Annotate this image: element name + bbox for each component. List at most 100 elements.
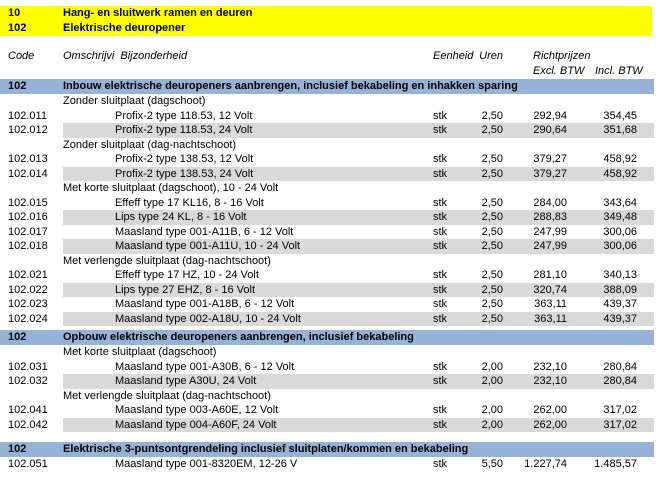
item-code: 102.017 [8,225,48,238]
row-tail [637,282,654,297]
item-unit: stk [433,360,448,373]
row-tail [637,196,654,211]
item-price-incl: 439,37 [603,298,637,310]
group-subheader-code [0,389,63,404]
item-code: 102.031 [8,360,48,373]
section-title: Opbouw elektrische deuropeners aanbrenge… [63,331,414,343]
item-description: Maasland type 001-A18B, 6 - 12 Volt [115,298,295,310]
price-section: 102 Inbouw elektrische deuropeners aanbre… [0,79,661,326]
item-unit: stk [430,239,453,254]
item-price-excl: 281,10 [533,269,567,281]
item-price-excl: 247,99 [533,225,567,238]
group-subheader: Met korte sluitplaat (dagschoot), 10 - 2… [0,181,661,196]
table-row: 102.032 Maasland type A30U, 24 Volt stk 2,0… [0,374,661,389]
item-hours: 2,00 [453,417,503,432]
item-price-incl: 280,84 [603,360,637,373]
row-margin [654,152,661,167]
item-hours: 2,00 [453,374,503,389]
item-price-incl: 343,64 [603,196,637,209]
row-margin [654,457,661,472]
row-margin [654,268,661,283]
row-tail [637,268,654,283]
item-description: Maasland type 001-8320EM, 12-26 V [115,458,298,470]
item-description: Profix-2 type 118.53, 12 Volt [115,109,253,122]
banner-row: 102 Elektrische deuropener [0,21,652,36]
item-description: Profix-2 type 138.53, 24 Volt [63,166,430,181]
table-row: 102.018 Maasland type 001-A11U, 10 - 24 V… [0,239,661,254]
table-row: 102.015 Effeff type 17 KL16, 8 - 16 Volt s… [0,196,661,211]
item-hours: 2,50 [453,123,503,138]
item-hours: 2,50 [453,166,503,181]
item-hours: 2,50 [453,282,503,297]
item-unit: stk [433,269,448,281]
col-header-uren: Uren [479,50,503,62]
group-subheader: Met verlengde sluitplaat (dag-nachtschoo… [0,254,661,269]
item-unit: stk [430,166,453,181]
group-subheader: Zonder sluitplaat (dagschoot) [0,94,661,109]
group-subheader: Met verlengde sluitplaat (dag-nachtschoo… [0,389,661,404]
item-price-incl: 340,13 [603,269,637,281]
column-header-line1: Code Omschrijvi Bijzonderheid Eenheid Ur… [0,49,661,64]
col-header-omschrijving: Omschrijvi [63,50,115,62]
item-description: Maasland type A30U, 24 Volt [63,374,430,389]
item-unit: stk [433,196,448,209]
col-header-code: Code [8,50,35,62]
section-header: 102 Elektrische 3-puntsontgrendeling incl… [0,442,654,457]
item-description: Maasland type 004-A60F, 24 Volt [63,417,430,432]
col-header-eenheid: Eenheid [433,50,474,62]
row-tail [637,123,654,138]
item-price-excl: 247,99 [503,239,567,254]
item-hours: 5,50 [481,458,503,470]
item-hours: 2,50 [481,225,503,238]
item-price-excl: 363,11 [503,311,567,326]
table-row: 102.011 Profix-2 type 118.53, 12 Volt stk 2… [0,109,661,124]
item-price-excl: 379,27 [503,166,567,181]
table-row: 102.017 Maasland type 001-A11B, 6 - 12 Vo… [0,225,661,240]
item-code: 102.016 [8,211,48,223]
group-subheader: Met korte sluitplaat (dagschoot) [0,345,661,360]
item-hours: 2,50 [481,196,503,209]
item-price-incl: 439,37 [567,311,637,326]
group-subheader-label: Met verlengde sluitplaat (dag-nachtschoo… [63,254,271,267]
banner-chapter-title: Hang- en sluitwerk ramen en deuren [63,7,253,19]
row-tail [637,152,654,167]
item-code: 102.032 [8,375,48,387]
item-price-incl: 349,48 [567,210,637,225]
item-hours: 2,50 [481,109,503,122]
banner-chapter-code: 10 [8,7,21,19]
group-subheader-code [0,181,63,196]
item-description: Profix-2 type 118.53, 24 Volt [63,123,430,138]
row-tail [637,417,654,432]
item-hours: 2,00 [481,404,503,416]
item-unit: stk [430,311,453,326]
item-description: Maasland type 001-A30B, 6 - 12 Volt [115,360,295,373]
row-margin [654,283,661,298]
item-price-incl: 351,68 [567,123,637,138]
row-tail [637,210,654,225]
item-description: Effeff type 17 HZ, 10 - 24 Volt [115,269,259,281]
item-description: Profix-2 type 138.53, 12 Volt [115,153,254,165]
row-margin [654,109,661,124]
group-subheader-label: Met korte sluitplaat (dagschoot) [63,346,217,358]
item-price-excl: 232,10 [533,360,567,373]
item-unit: stk [433,404,448,416]
row-tail [637,166,654,181]
row-margin [654,210,661,225]
row-tail [637,457,654,472]
item-code: 102.018 [8,240,48,252]
table-column-header: Code Omschrijvi Bijzonderheid Eenheid Ur… [0,49,661,79]
row-tail [637,239,654,254]
column-header-line2: Excl. BTW Incl. BTW [0,64,661,79]
item-hours: 2,50 [453,210,503,225]
table-row: 102.024 Maasland type 002-A18U, 10 - 24 V… [0,311,661,326]
col-header-incl-btw: Incl. BTW [595,65,643,77]
item-price-excl: 232,10 [503,374,567,389]
table-row: 102.016 Lips type 24 KL, 8 - 16 Volt stk 2,… [0,210,661,225]
item-price-excl: 284,00 [533,196,567,209]
table-row: 102.013 Profix-2 type 138.53, 12 Volt stk 2… [0,152,661,167]
item-price-incl: 388,09 [567,282,637,297]
item-price-excl: 1.227,74 [524,458,567,470]
item-unit: stk [433,109,448,122]
item-code: 102.042 [8,418,48,431]
